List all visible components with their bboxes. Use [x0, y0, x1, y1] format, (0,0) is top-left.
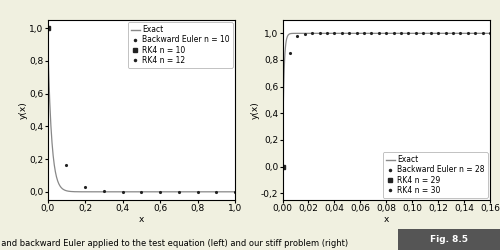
X-axis label: x: x	[138, 214, 144, 224]
Legend: Exact, Backward Euler n = 10, RK4 n = 10, RK4 n = 12: Exact, Backward Euler n = 10, RK4 n = 10…	[128, 22, 232, 68]
Legend: Exact, Backward Euler n = 28, RK4 n = 29, RK4 n = 30: Exact, Backward Euler n = 28, RK4 n = 29…	[382, 152, 488, 198]
X-axis label: x: x	[384, 214, 389, 224]
Y-axis label: y(x): y(x)	[18, 101, 28, 119]
Text: Fig. 8.5: Fig. 8.5	[430, 235, 468, 244]
Y-axis label: y(x): y(x)	[250, 101, 260, 119]
Text: RK4 and backward Euler applied to the test equation (left) and our stiff problem: RK4 and backward Euler applied to the te…	[0, 238, 348, 248]
